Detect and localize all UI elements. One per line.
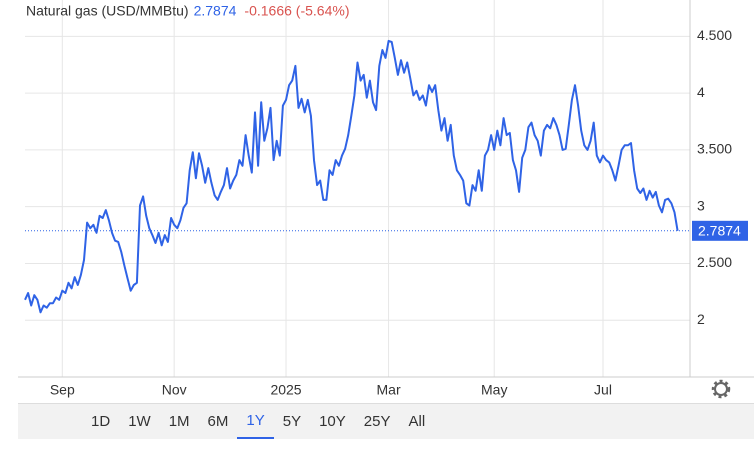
chart: Jul May Mar 2025 Nov Sep 4.500 4 3.500 3 2.500 2 Na… bbox=[18, 0, 754, 399]
range-button[interactable]: 10Y bbox=[319, 413, 346, 430]
gear-teeth[interactable] bbox=[711, 379, 731, 399]
x-tick-label: Sep bbox=[50, 382, 75, 398]
last-price-label: 2.7874 bbox=[698, 223, 741, 239]
range-button[interactable]: 6M bbox=[207, 413, 229, 430]
gear-ring[interactable] bbox=[714, 382, 728, 396]
x-tick-label: Mar bbox=[377, 382, 401, 398]
price-line bbox=[24, 39, 679, 314]
x-tick-label: Jul bbox=[594, 382, 612, 398]
range-button[interactable]: 25Y bbox=[363, 413, 391, 430]
range-button[interactable]: 1Y bbox=[237, 404, 274, 439]
range-button[interactable]: All bbox=[408, 413, 426, 430]
range-button[interactable]: 1M bbox=[168, 413, 190, 430]
range-button[interactable]: 1W bbox=[128, 413, 151, 430]
settings-icon[interactable] bbox=[711, 379, 731, 399]
y-tick-label: 2 bbox=[697, 311, 705, 327]
y-tick-label: 2.500 bbox=[697, 254, 732, 270]
range-button[interactable]: 5Y bbox=[282, 413, 302, 430]
y-tick-label: 3 bbox=[697, 197, 705, 213]
last-price: 2.7874 bbox=[194, 3, 237, 19]
chart-title: Natural gas (USD/MMBtu) bbox=[26, 3, 189, 19]
price-change: -0.1666 (-5.64%) bbox=[244, 3, 349, 19]
y-tick-label: 3.500 bbox=[697, 141, 732, 157]
last-price-box bbox=[692, 220, 748, 241]
x-tick-label: May bbox=[481, 382, 507, 398]
x-tick-label: 2025 bbox=[270, 382, 301, 398]
y-tick-label: 4 bbox=[697, 84, 705, 100]
y-tick-label: 4.500 bbox=[697, 27, 732, 43]
x-tick-label: Nov bbox=[162, 382, 187, 398]
range-bar: 1D 1W 1M 6M 1Y 5Y 10Y 25Y All bbox=[18, 403, 754, 439]
range-button[interactable]: 1D bbox=[91, 413, 111, 430]
